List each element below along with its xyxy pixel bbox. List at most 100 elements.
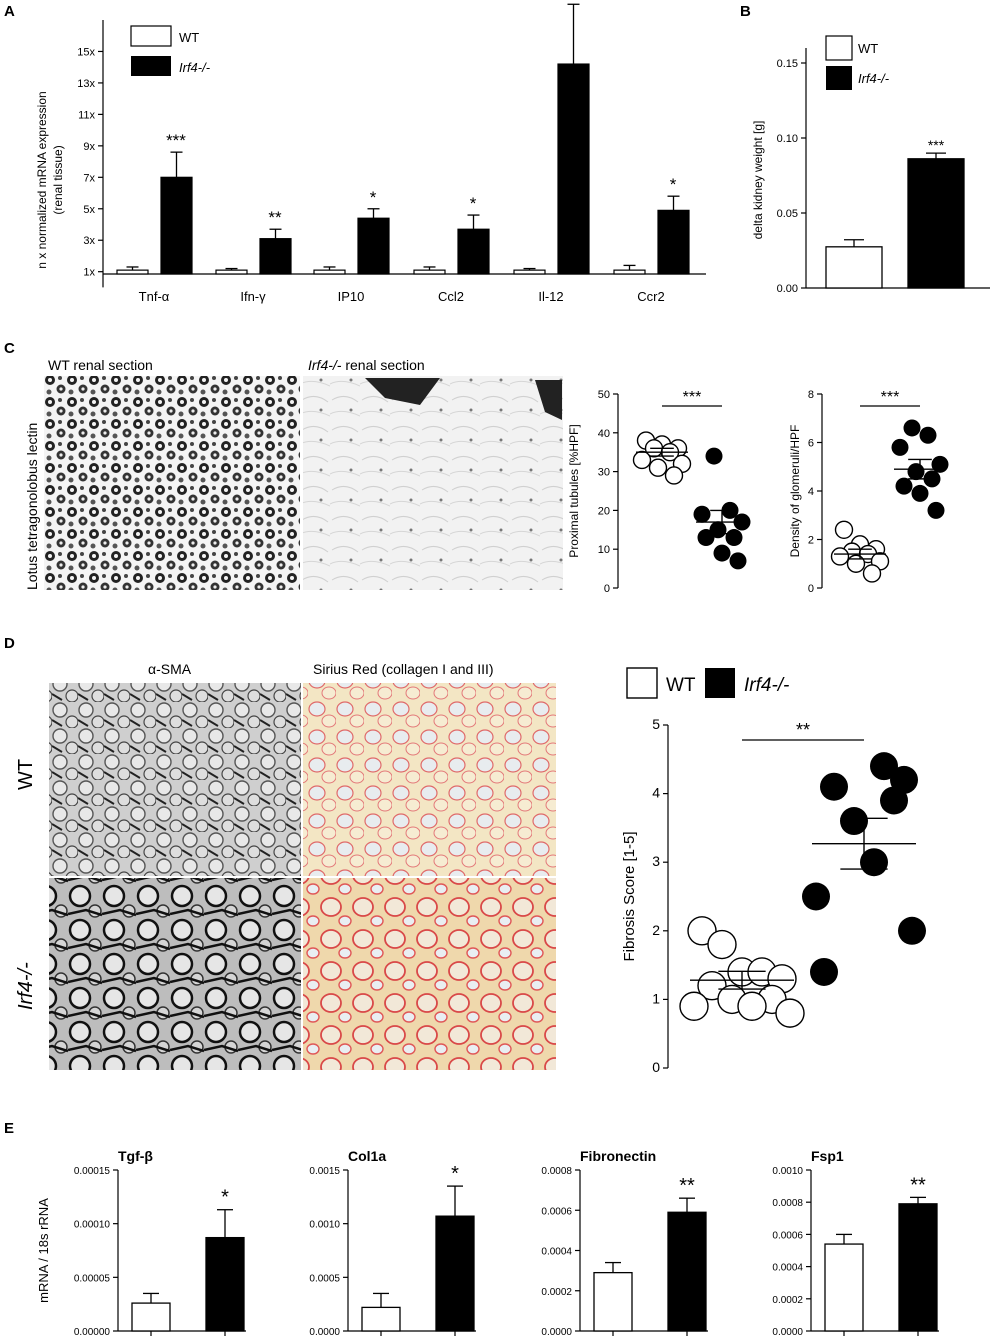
- chart-a-bar-wt: [513, 269, 546, 275]
- chart-a-y-tick-label: 5x: [83, 204, 95, 216]
- chart-c2-point-irf4: [923, 470, 941, 488]
- chart-a-category-label: Tnf-α: [139, 289, 170, 304]
- chart-b-ylabel: delta kidney weight [g]: [751, 121, 765, 240]
- chart-d-point-wt: [775, 998, 805, 1028]
- chart-a-bar-irf4: [357, 217, 390, 275]
- chart-b-significance: ***: [928, 137, 945, 153]
- chart-e3-y-tick-label: 0.0000: [541, 1327, 572, 1338]
- chart-c2-y-tick-label: 4: [808, 486, 814, 498]
- chart-e1-y-tick-label: 0.00000: [74, 1327, 111, 1338]
- chart-a-y-tick-label: 3x: [83, 235, 95, 247]
- chart-d-point-irf4: [810, 957, 838, 986]
- chart-e4-y-tick-label: 0.0004: [772, 1263, 803, 1274]
- chart-e2-significance: *: [451, 1163, 459, 1185]
- chart-d-y-tick-label: 3: [652, 853, 660, 869]
- chart-b-y-tick-label: 0.10: [777, 133, 798, 145]
- chart-c2-significance: ***: [881, 389, 900, 406]
- chart-e3-y-tick-label: 0.0006: [541, 1206, 572, 1217]
- chart-e4-y-tick-label: 0.0006: [772, 1230, 803, 1241]
- chart-e4-y-tick-label: 0.0010: [772, 1166, 803, 1177]
- chart-e2-title: Col1a: [348, 1148, 386, 1164]
- chart-c2-point-irf4: [911, 484, 929, 502]
- chart-c2-point-wt: [830, 547, 850, 566]
- chart-a-category-label: Ccl2: [438, 289, 464, 304]
- chart-a-category-label: Ifn-γ: [240, 289, 266, 304]
- chart-c1-point-wt: [664, 466, 684, 485]
- chart-d-point-irf4: [898, 916, 926, 945]
- c-ko-caption-italic: Irf4-/-: [308, 357, 342, 373]
- chart-c2-y-tick-label: 0: [808, 583, 814, 595]
- chart-a-bar-wt: [613, 269, 646, 275]
- chart-c1-point-irf4: [697, 529, 715, 547]
- chart-e3-significance: **: [679, 1175, 695, 1197]
- chart-a-bar-irf4: [557, 63, 590, 275]
- chart-e3-bar-wt: [593, 1271, 633, 1332]
- chart-e4-y-tick-label: 0.0002: [772, 1295, 803, 1306]
- chart-c1-point-irf4: [713, 544, 731, 562]
- chart-c1-y-tick-label: 40: [598, 428, 610, 440]
- chart-c2-point-irf4: [919, 426, 937, 444]
- chart-a-category-label: Il-12: [538, 289, 563, 304]
- d-col1-label: α-SMA: [148, 661, 192, 677]
- c-ko-micrograph: [303, 376, 563, 590]
- chart-e1-y-tick-label: 0.00005: [74, 1273, 111, 1284]
- chart-a-bar-irf4: [259, 238, 292, 275]
- chart-a-y-tick-label: 15x: [77, 46, 95, 58]
- chart-e3-y-tick-label: 0.0004: [541, 1247, 572, 1258]
- chart-a-y-tick-label: 13x: [77, 78, 95, 90]
- chart-a-y-tick-label: 9x: [83, 141, 95, 153]
- chart-a-ylabel: (renal tissue): [51, 145, 65, 214]
- c-ko-micrograph-tubules: [365, 378, 562, 420]
- chart-a-significance: **: [268, 208, 282, 227]
- legend-b-wt-swatch: [825, 35, 853, 61]
- chart-c1-point-irf4: [693, 505, 711, 523]
- chart-d-point-irf4: [820, 772, 848, 801]
- chart-b-y-tick-label: 0.00: [777, 283, 798, 295]
- chart-e4-y-tick-label: 0.0008: [772, 1198, 803, 1209]
- chart-e4-y-tick-label: 0.0000: [772, 1327, 803, 1338]
- chart-c2-point-irf4: [903, 419, 921, 437]
- chart-b-bar-irf4: [907, 158, 965, 289]
- chart-e2-y-tick-label: 0.0015: [309, 1166, 340, 1177]
- chart-a-bar-irf4: [160, 176, 193, 275]
- chart-e2-bar-irf4: [435, 1215, 475, 1332]
- chart-d-y-tick-label: 2: [652, 922, 660, 938]
- chart-a-bar-wt: [413, 269, 446, 275]
- d-col2-label: Sirius Red (collagen I and III): [313, 661, 494, 677]
- chart-e3-y-tick-label: 0.0008: [541, 1166, 572, 1177]
- chart-c2-point-irf4: [895, 477, 913, 495]
- chart-c2-ylabel: Density of glomeruli/HPF: [788, 425, 802, 558]
- chart-e2-bar-wt: [361, 1306, 401, 1332]
- d-wt-sirius-micrograph: [303, 683, 556, 876]
- chart-e1-significance: *: [221, 1187, 229, 1209]
- c-wt-micrograph: [44, 376, 300, 590]
- panel-label-b: B: [740, 3, 751, 20]
- legend-b-ko-swatch: [826, 66, 852, 90]
- chart-c2-y-tick-label: 8: [808, 389, 814, 401]
- d-row1-label: WT: [15, 759, 37, 790]
- chart-e4-bar-irf4: [898, 1203, 938, 1332]
- chart-a-category-label: Ccr2: [637, 289, 664, 304]
- chart-c1-y-tick-label: 50: [598, 389, 610, 401]
- chart-d-y-tick-label: 5: [652, 716, 660, 732]
- chart-d-significance: **: [796, 720, 810, 740]
- plot-layer: 1x 3x 5x 7x 9x 11x 13x 15x n x normalized mRNA e…: [35, 0, 990, 1338]
- chart-c1-point-wt: [632, 450, 652, 470]
- chart-d-point-wt: [737, 991, 767, 1021]
- legend-d-wt-swatch: [626, 667, 658, 699]
- chart-e1-ylabel: mRNA / 18s rRNA: [36, 1198, 51, 1303]
- panel-label-e: E: [4, 1120, 14, 1137]
- chart-a-ylabel: n x normalized mRNA expression: [35, 91, 49, 268]
- chart-d-y-tick-label: 4: [652, 785, 660, 801]
- chart-a-bar-wt: [116, 269, 149, 275]
- chart-a-bar-irf4: [457, 228, 490, 275]
- chart-c1-y-tick-label: 10: [598, 544, 610, 556]
- d-ko-sirius-micrograph: [303, 878, 556, 1070]
- chart-a-category-label: IP10: [338, 289, 365, 304]
- chart-b-y-tick-label: 0.05: [777, 208, 798, 220]
- chart-a-y-tick-label: 7x: [83, 172, 95, 184]
- chart-e1-bar-wt: [131, 1302, 171, 1332]
- chart-d-point-wt: [707, 929, 737, 960]
- legend-a-wt-label: WT: [179, 30, 199, 45]
- chart-a-significance: ***: [166, 131, 186, 150]
